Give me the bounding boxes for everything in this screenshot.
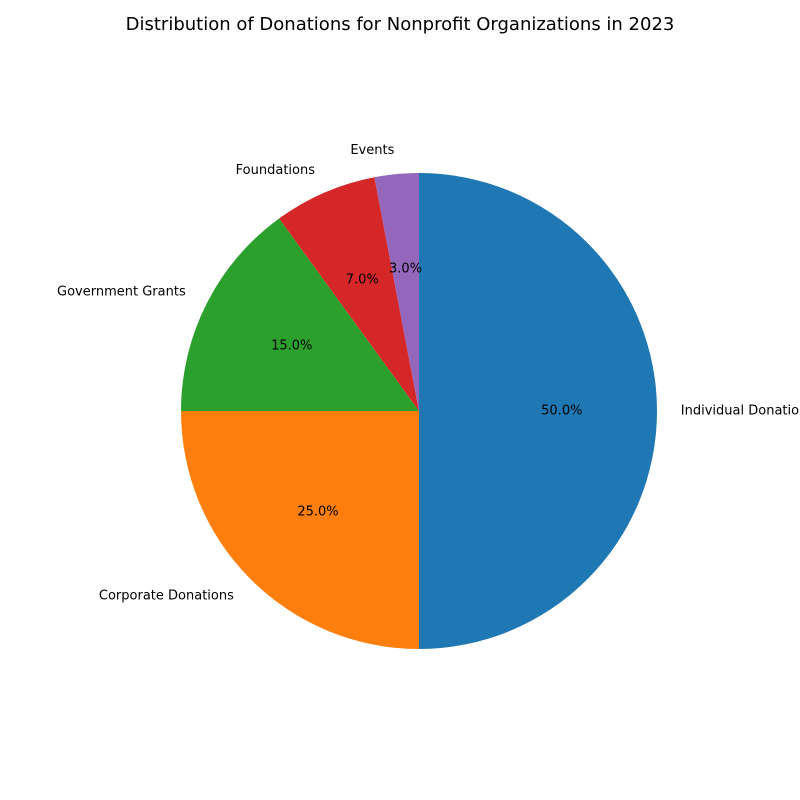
chart-title: Distribution of Donations for Nonprofit … [125,14,675,35]
pie-slice-government-grants [181,218,419,411]
slice-label-events: Events [350,143,394,158]
slice-label-individual-donations: Individual Donations [681,404,800,419]
pct-label-corporate-donations: 25.0% [297,504,338,519]
pie-slice-corporate-donations [181,411,419,649]
pie-slice-foundations [279,177,419,411]
pie-slice-individual-donations [419,173,657,649]
slice-label-corporate-donations: Corporate Donations [99,589,234,604]
slice-label-government-grants: Government Grants [57,285,186,300]
pct-label-foundations: 7.0% [346,272,379,287]
pct-label-events: 3.0% [389,261,422,276]
pie-slice-events [374,173,419,411]
pct-label-individual-donations: 50.0% [541,404,582,419]
pct-label-government-grants: 15.0% [271,339,312,354]
slice-label-foundations: Foundations [236,163,316,178]
